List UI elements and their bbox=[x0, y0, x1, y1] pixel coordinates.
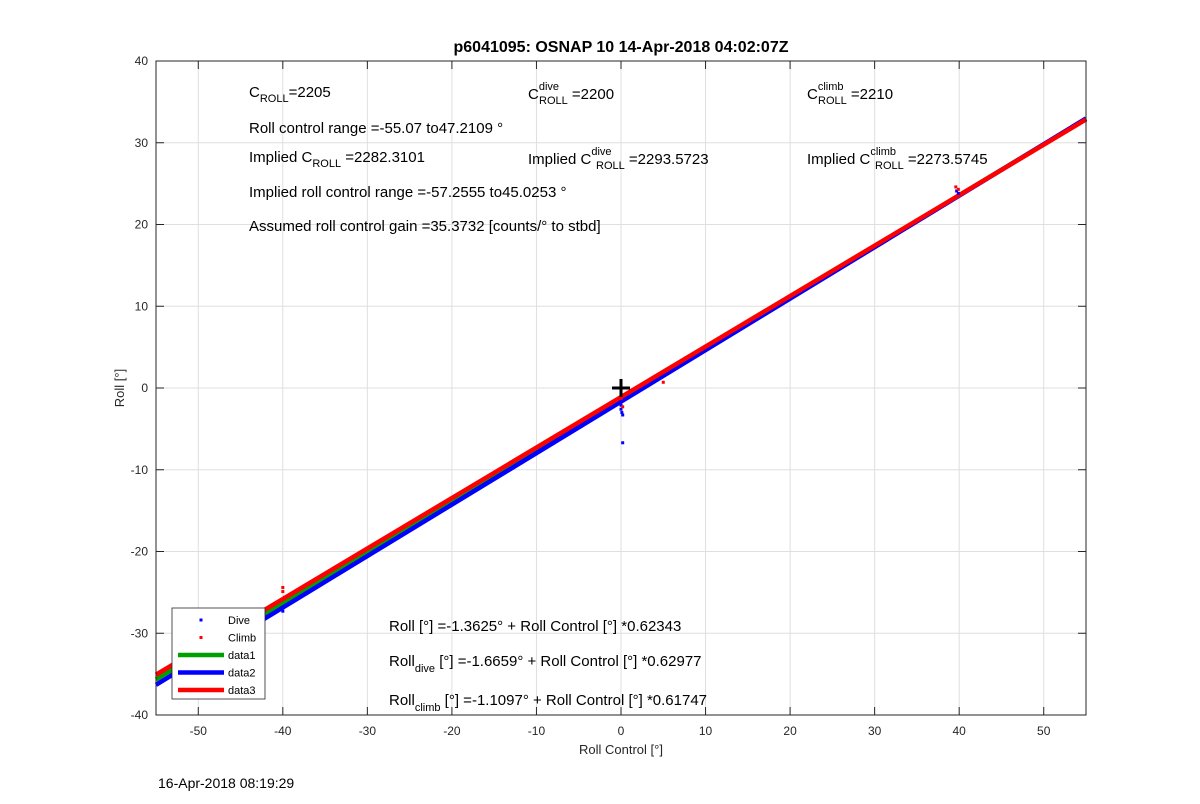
x-tick-label: 0 bbox=[618, 724, 625, 738]
fit-line-data3 bbox=[154, 117, 1088, 677]
implied-c-roll-climb-annotation: Implied Cclimb ROLL =2273.5745 bbox=[807, 146, 988, 172]
data-point-dive bbox=[621, 441, 625, 445]
legend: Dive Climb data1 data2 data3 bbox=[171, 607, 266, 700]
y-tick-label: 10 bbox=[135, 299, 149, 313]
data-point-dive bbox=[621, 413, 625, 417]
data-point-climb bbox=[954, 185, 958, 189]
c-roll-dive-annotation: Cdive ROLL =2200 bbox=[528, 81, 614, 107]
y-tick-label: 20 bbox=[135, 218, 149, 232]
y-axis-label: Roll [°] bbox=[112, 369, 127, 407]
y-tick-label: -10 bbox=[131, 463, 149, 477]
x-tick-label: 40 bbox=[953, 724, 967, 738]
x-axis-label: Roll Control [°] bbox=[579, 742, 663, 757]
data-point-dive bbox=[619, 403, 623, 407]
x-tick-label: -10 bbox=[528, 724, 546, 738]
roll-control-range-annotation: Roll control range =-55.07 to47.2109 ° bbox=[249, 120, 503, 137]
y-tick-label: -20 bbox=[131, 545, 149, 559]
x-axis-ticks: -50 -40 -30 -20 -10 0 10 20 30 40 50 bbox=[190, 61, 1051, 738]
y-tick-label: 0 bbox=[141, 381, 148, 395]
data-point-climb bbox=[281, 585, 285, 589]
data-point-climb bbox=[956, 187, 960, 191]
x-tick-label: 10 bbox=[699, 724, 713, 738]
data-point-dive bbox=[619, 407, 623, 411]
x-tick-label: 30 bbox=[868, 724, 882, 738]
x-tick-label: -40 bbox=[274, 724, 292, 738]
x-tick-label: -50 bbox=[190, 724, 208, 738]
timestamp: 16-Apr-2018 08:19:29 bbox=[158, 775, 294, 791]
data-point-dive bbox=[281, 609, 285, 613]
gain-annotation: Assumed roll control gain =35.3732 [coun… bbox=[249, 218, 601, 235]
origin-marker bbox=[612, 379, 630, 397]
implied-c-roll-dive-annotation: Implied Cdive ROLL =2293.5723 bbox=[528, 146, 709, 172]
x-tick-label: 20 bbox=[783, 724, 797, 738]
data-point-dive bbox=[619, 399, 623, 403]
legend-label: Dive bbox=[228, 615, 250, 627]
fit-dive-equation: Rolldive [°] =-1.6659° + Roll Control [°… bbox=[389, 653, 702, 675]
x-tick-label: -30 bbox=[359, 724, 377, 738]
data-point-dive bbox=[955, 189, 959, 193]
fit-climb-equation: Rollclimb [°] =-1.1097° + Roll Control [… bbox=[389, 692, 707, 714]
data-point-climb bbox=[281, 590, 285, 594]
legend-marker-climb bbox=[199, 636, 203, 639]
legend-label: data3 bbox=[228, 685, 256, 697]
y-tick-label: -30 bbox=[131, 626, 149, 640]
y-tick-label: 30 bbox=[135, 136, 149, 150]
x-tick-label: -20 bbox=[443, 724, 461, 738]
legend-label: data2 bbox=[228, 668, 256, 680]
data-point-dive bbox=[956, 191, 960, 195]
chart-title: p6041095: OSNAP 10 14-Apr-2018 04:02:07Z bbox=[454, 39, 789, 56]
data-point-climb bbox=[661, 380, 665, 384]
data-point-climb bbox=[619, 397, 623, 401]
x-tick-label: 50 bbox=[1037, 724, 1051, 738]
legend-label: data1 bbox=[228, 650, 256, 662]
c-roll-annotation: CROLL=2205 bbox=[249, 84, 331, 105]
data-point-climb bbox=[283, 595, 287, 599]
y-tick-label: -40 bbox=[131, 708, 149, 722]
y-tick-label: 40 bbox=[135, 54, 149, 68]
y-axis-ticks: -40 -30 -20 -10 0 10 20 30 40 bbox=[131, 54, 1086, 722]
legend-label: Climb bbox=[228, 633, 256, 645]
data-point-climb bbox=[621, 405, 625, 409]
implied-c-roll-annotation: Implied CROLL =2282.3101 bbox=[249, 149, 425, 170]
legend-marker-dive bbox=[199, 618, 203, 622]
c-roll-climb-annotation: Cclimb ROLL =2210 bbox=[807, 81, 893, 107]
data-point-dive bbox=[620, 411, 624, 415]
implied-range-annotation: Implied roll control range =-57.2555 to4… bbox=[249, 184, 566, 201]
fit-all-equation: Roll [°] =-1.3625° + Roll Control [°] *0… bbox=[389, 618, 681, 635]
